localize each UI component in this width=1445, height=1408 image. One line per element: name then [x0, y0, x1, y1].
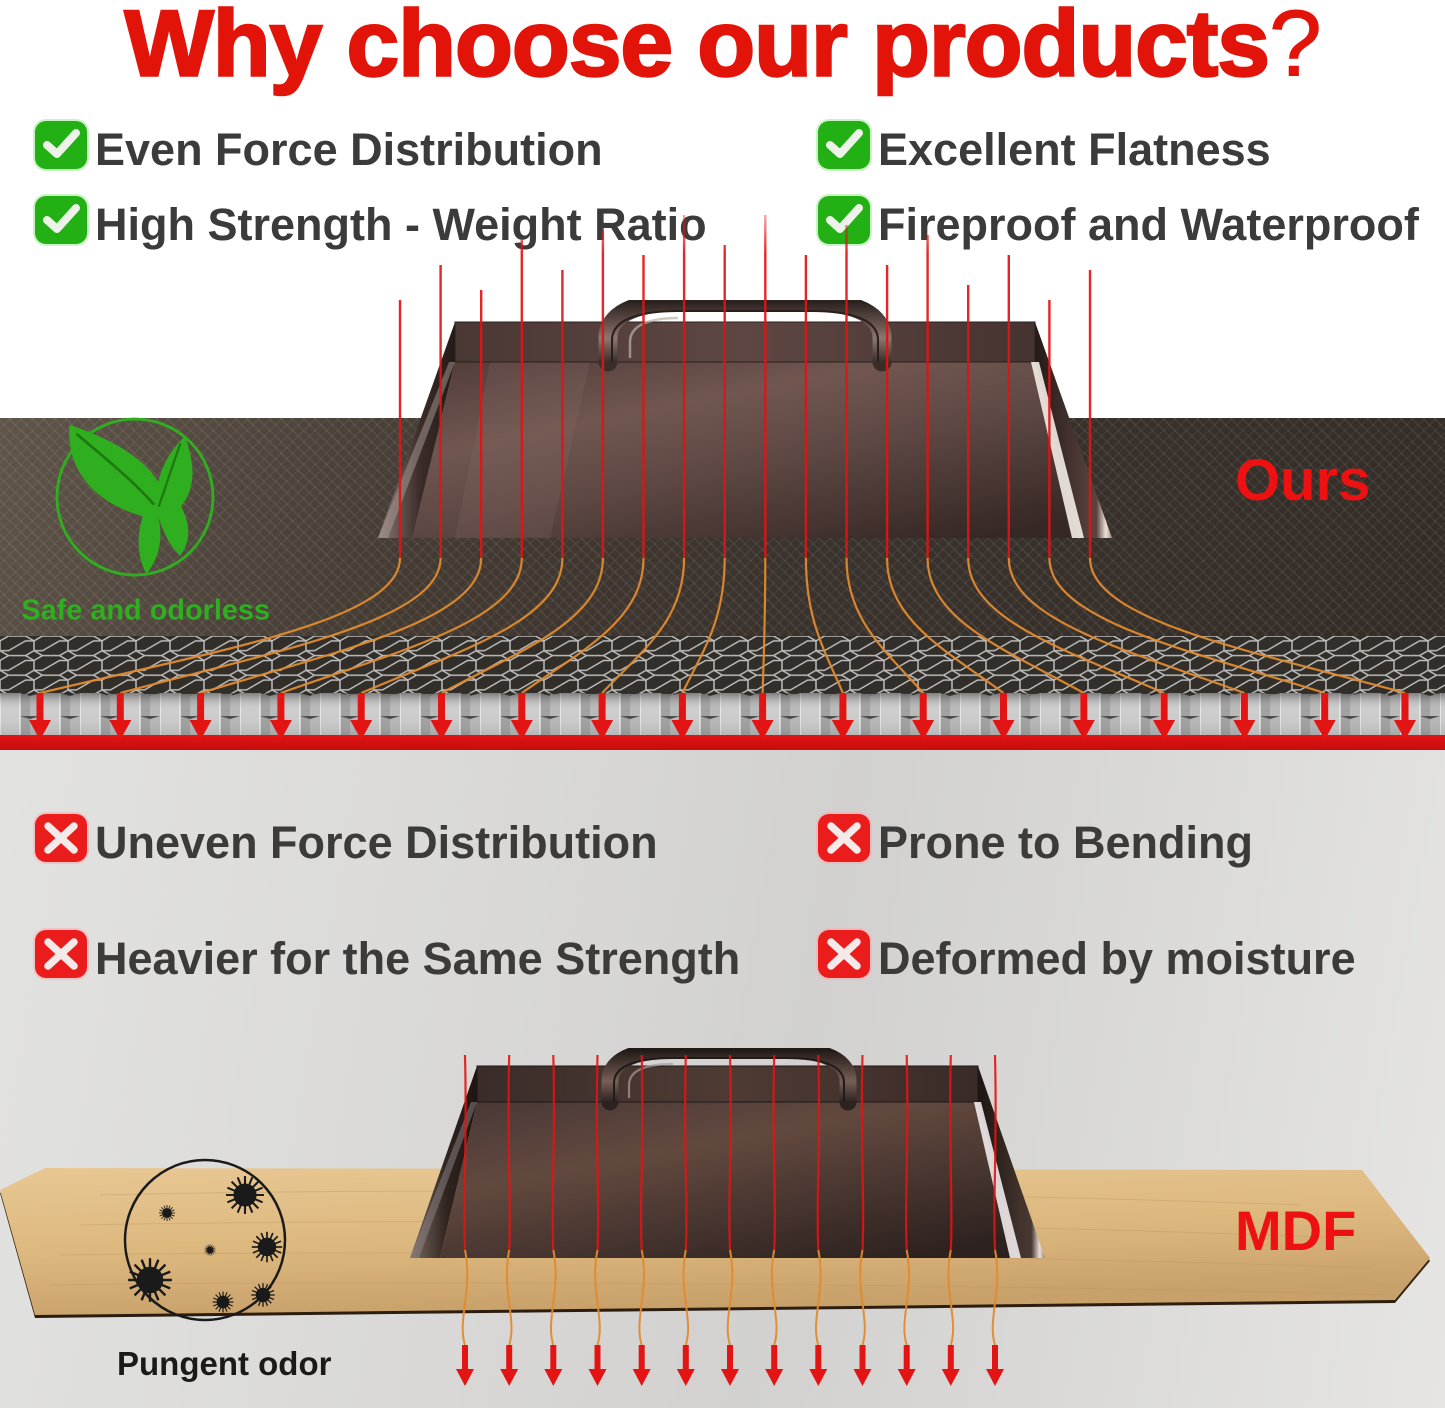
svg-text:MDF: MDF [1235, 1199, 1356, 1262]
svg-text:Ours: Ours [1235, 448, 1370, 513]
svg-text:Safe and odorless: Safe and odorless [21, 594, 270, 626]
svg-text:Pungent odor: Pungent odor [117, 1345, 332, 1382]
